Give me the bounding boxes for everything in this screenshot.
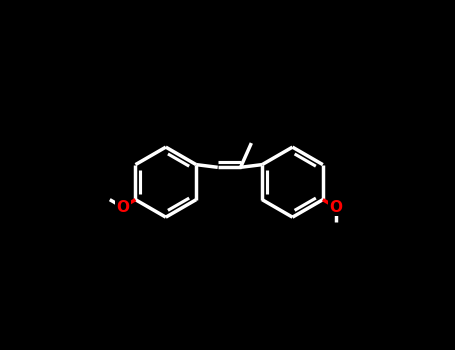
Text: O: O [329, 199, 342, 215]
Text: O: O [116, 199, 129, 215]
